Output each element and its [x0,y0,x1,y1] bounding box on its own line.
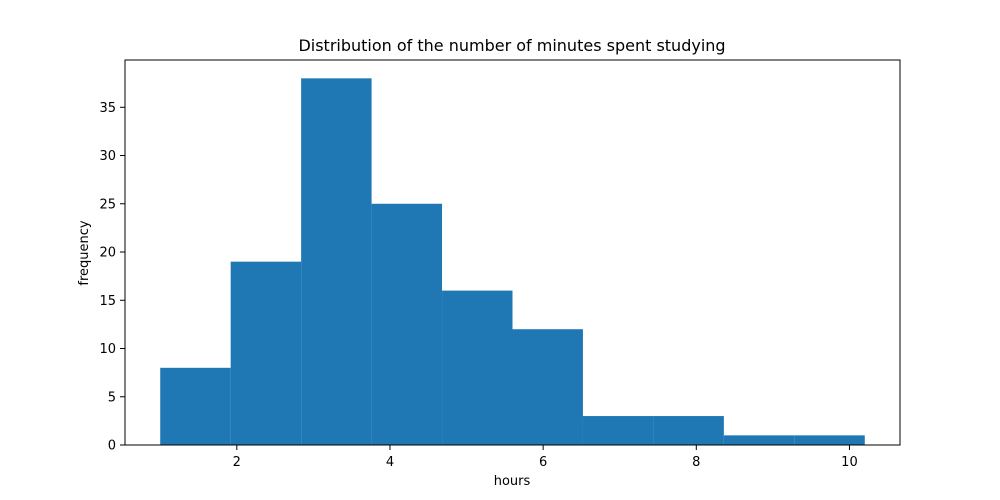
y-axis-label: frequency [77,220,92,286]
histogram-bar [230,261,302,445]
chart-title: Distribution of the number of minutes sp… [298,36,725,55]
histogram-bar [582,416,654,445]
histogram-bar [512,329,583,445]
y-axis-ticks: 0 5 10 15 20 25 30 35 [99,101,125,454]
bars-layer [160,78,865,445]
histogram-bar [160,367,231,445]
x-axis-ticks: 2 4 6 8 10 [233,445,858,470]
histogram-bar [723,435,795,445]
y-tick-label: 5 [108,390,116,405]
x-axis-label: hours [494,474,531,489]
y-tick-label: 10 [99,342,116,357]
histogram-bar [442,290,513,445]
histogram-bar [371,203,443,445]
y-tick-label: 35 [99,101,116,116]
y-tick-label: 30 [99,149,116,164]
x-tick-label: 10 [841,455,858,470]
histogram-bar [794,435,865,445]
y-tick-label: 25 [99,197,116,212]
x-tick-label: 2 [233,455,241,470]
x-tick-label: 6 [539,455,547,470]
histogram-bar [653,416,724,445]
x-tick-label: 8 [692,455,700,470]
x-tick-label: 4 [386,455,394,470]
y-tick-label: 0 [108,439,116,454]
histogram-bar [301,78,372,445]
y-tick-label: 20 [99,246,116,261]
y-tick-label: 15 [99,294,116,309]
